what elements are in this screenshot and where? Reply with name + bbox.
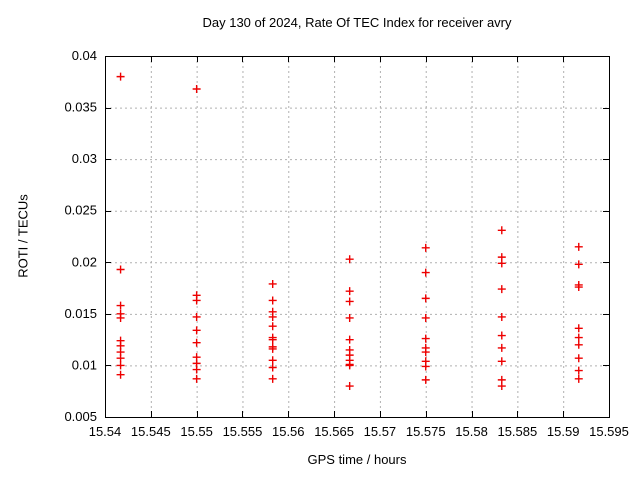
data-point-marker bbox=[497, 259, 506, 268]
data-point-marker bbox=[116, 361, 125, 370]
x-tick-label: 15.585 bbox=[497, 424, 537, 439]
data-point-marker bbox=[497, 382, 506, 391]
data-point-marker bbox=[268, 344, 277, 353]
tick-marks bbox=[105, 56, 610, 418]
data-point-marker bbox=[116, 265, 125, 274]
y-tick-label: 0.02 bbox=[72, 254, 97, 269]
data-point-marker bbox=[192, 374, 201, 383]
data-point-marker bbox=[574, 242, 583, 251]
y-tick-label: 0.035 bbox=[64, 100, 97, 115]
data-point-marker bbox=[574, 374, 583, 383]
x-tick-label: 15.595 bbox=[589, 424, 629, 439]
y-tick-label: 0.015 bbox=[64, 306, 97, 321]
x-tick-label: 15.55 bbox=[180, 424, 213, 439]
x-tick-label: 15.545 bbox=[131, 424, 171, 439]
data-point-marker bbox=[421, 243, 430, 252]
data-point-marker bbox=[421, 375, 430, 384]
data-point-marker bbox=[192, 85, 201, 94]
data-point-marker bbox=[116, 354, 125, 363]
data-point-marker bbox=[421, 334, 430, 343]
x-tick-label: 15.565 bbox=[314, 424, 354, 439]
data-point-marker bbox=[268, 363, 277, 372]
data-point-marker bbox=[497, 343, 506, 352]
y-tick-label: 0.01 bbox=[72, 357, 97, 372]
data-point-marker bbox=[116, 72, 125, 81]
data-point-marker bbox=[497, 226, 506, 235]
data-point-marker bbox=[192, 365, 201, 374]
data-point-marker bbox=[268, 356, 277, 365]
data-point-marker bbox=[268, 335, 277, 344]
data-point-marker bbox=[268, 312, 277, 321]
data-point-marker bbox=[192, 338, 201, 347]
data-point-marker bbox=[192, 296, 201, 305]
x-tick-label: 15.57 bbox=[364, 424, 397, 439]
x-tick-label: 15.575 bbox=[406, 424, 446, 439]
data-point-marker bbox=[345, 287, 354, 296]
y-tick-label: 0.03 bbox=[72, 151, 97, 166]
data-point-marker bbox=[421, 313, 430, 322]
data-point-marker bbox=[421, 294, 430, 303]
x-axis-label: GPS time / hours bbox=[307, 452, 407, 467]
data-point-marker bbox=[268, 279, 277, 288]
x-tick-label: 15.54 bbox=[89, 424, 122, 439]
data-point-marker bbox=[345, 382, 354, 391]
y-tick-label: 0.005 bbox=[64, 409, 97, 424]
data-point-marker bbox=[574, 333, 583, 342]
data-point-marker bbox=[268, 296, 277, 305]
data-point-marker bbox=[345, 361, 354, 370]
data-point-marker bbox=[192, 326, 201, 335]
data-point-marker bbox=[497, 285, 506, 294]
data-point-marker bbox=[421, 348, 430, 357]
data-point-marker bbox=[345, 335, 354, 344]
data-point-marker bbox=[421, 268, 430, 277]
data-point-marker bbox=[192, 312, 201, 321]
data-point-marker bbox=[497, 357, 506, 366]
x-tick-label: 15.58 bbox=[455, 424, 488, 439]
data-point-marker bbox=[574, 366, 583, 375]
data-point-marker bbox=[574, 340, 583, 349]
y-tick-label: 0.04 bbox=[72, 48, 97, 63]
data-point-marker bbox=[574, 324, 583, 333]
plot-border bbox=[105, 56, 610, 418]
chart-title: Day 130 of 2024, Rate Of TEC Index for r… bbox=[202, 15, 512, 30]
data-point-marker bbox=[116, 301, 125, 310]
data-point-marker bbox=[345, 313, 354, 322]
x-tick-labels: 15.54 15.545 15.55 15.555 15.56 15.565 15.57 15… bbox=[89, 424, 629, 439]
grid-lines bbox=[105, 56, 609, 417]
y-tick-labels: 0.005 0.01 0.015 0.02 0.025 0.03 0.035 0.04 bbox=[64, 48, 97, 424]
data-point-marker bbox=[574, 260, 583, 269]
x-tick-label: 15.59 bbox=[547, 424, 580, 439]
data-point-marker bbox=[497, 331, 506, 340]
data-point-marker bbox=[497, 312, 506, 321]
x-tick-label: 15.56 bbox=[272, 424, 305, 439]
data-point-marker bbox=[574, 283, 583, 292]
data-point-marker bbox=[268, 374, 277, 383]
data-point-marker bbox=[574, 354, 583, 363]
data-point-marker bbox=[421, 362, 430, 371]
data-point-marker bbox=[345, 255, 354, 264]
data-point-marker bbox=[116, 313, 125, 322]
data-point-marker bbox=[345, 297, 354, 306]
data-point-marker bbox=[116, 370, 125, 379]
data-points bbox=[116, 72, 583, 391]
x-tick-label: 15.555 bbox=[223, 424, 263, 439]
data-point-marker bbox=[268, 322, 277, 331]
y-tick-label: 0.025 bbox=[64, 203, 97, 218]
